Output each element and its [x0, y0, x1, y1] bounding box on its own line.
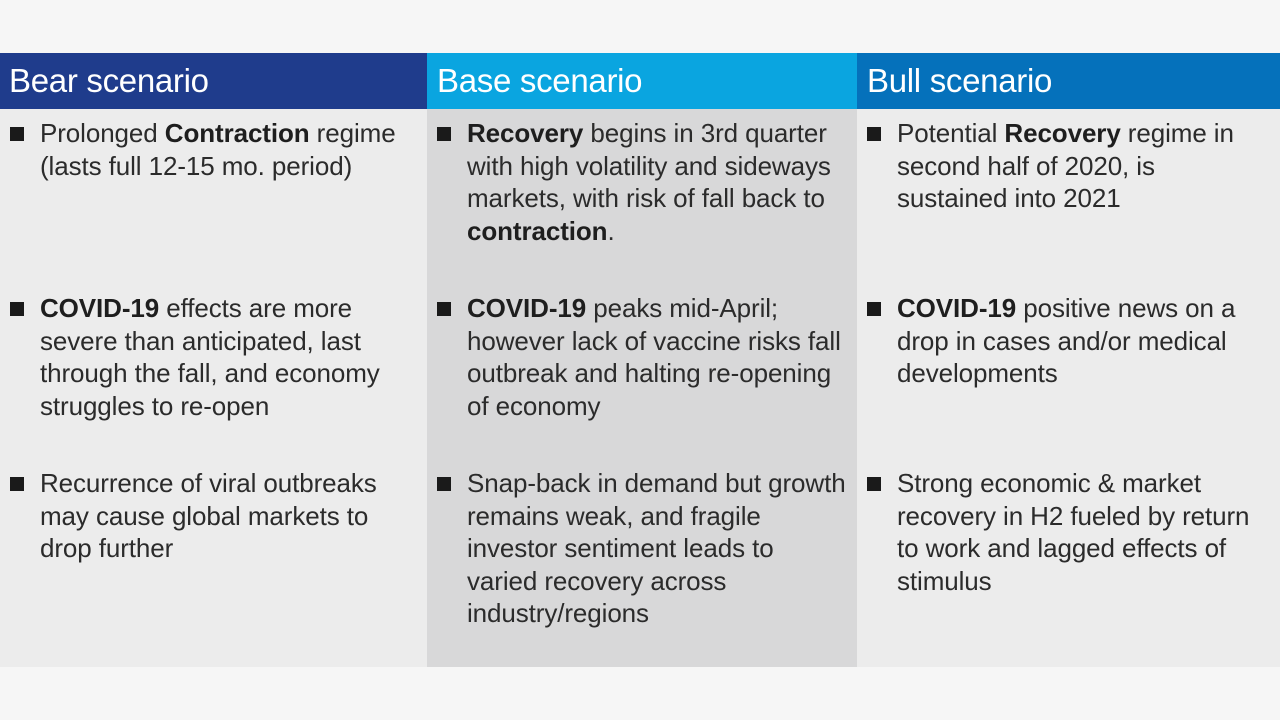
bullet-text: Recovery begins in 3rd quarter with high…	[467, 118, 831, 246]
bullet-square-icon	[437, 477, 451, 491]
bullet-text: COVID-19 peaks mid-April; however lack o…	[467, 293, 841, 421]
bullet-square-icon	[867, 477, 881, 491]
bull-header: Bull scenario	[857, 53, 1280, 109]
bullet-item: Potential Recovery regime in second half…	[857, 117, 1280, 215]
bullet-square-icon	[867, 127, 881, 141]
bullet-text: COVID-19 positive news on a drop in case…	[897, 293, 1236, 388]
bullet-text: Strong economic & market recovery in H2 …	[897, 468, 1250, 596]
bullet-text: Recurrence of viral outbreaks may cause …	[40, 468, 377, 563]
base-column: Base scenario Recovery begins in 3rd qua…	[427, 53, 857, 667]
base-bullets: Recovery begins in 3rd quarter with high…	[427, 109, 857, 667]
bullet-square-icon	[867, 302, 881, 316]
bear-header: Bear scenario	[0, 53, 427, 109]
bullet-square-icon	[10, 477, 24, 491]
bullet-item: Recurrence of viral outbreaks may cause …	[0, 467, 427, 565]
bullet-square-icon	[10, 127, 24, 141]
bullet-item: Strong economic & market recovery in H2 …	[857, 467, 1280, 597]
bullet-item: COVID-19 effects are more severe than an…	[0, 292, 427, 422]
bullet-text: Prolonged Contraction regime (lasts full…	[40, 118, 396, 181]
bullet-item: Snap-back in demand but growth remains w…	[427, 467, 857, 630]
bullet-text: Snap-back in demand but growth remains w…	[467, 468, 846, 628]
bear-column: Bear scenario Prolonged Contraction regi…	[0, 53, 427, 667]
bullet-text: COVID-19 effects are more severe than an…	[40, 293, 380, 421]
bullet-square-icon	[10, 302, 24, 316]
base-header: Base scenario	[427, 53, 857, 109]
bullet-square-icon	[437, 302, 451, 316]
bullet-square-icon	[437, 127, 451, 141]
bullet-item: COVID-19 positive news on a drop in case…	[857, 292, 1280, 390]
bull-bullets: Potential Recovery regime in second half…	[857, 109, 1280, 667]
bull-column: Bull scenario Potential Recovery regime …	[857, 53, 1280, 667]
bullet-item: COVID-19 peaks mid-April; however lack o…	[427, 292, 857, 422]
bullet-item: Recovery begins in 3rd quarter with high…	[427, 117, 857, 247]
scenario-table: Bear scenario Prolonged Contraction regi…	[0, 53, 1280, 667]
bear-bullets: Prolonged Contraction regime (lasts full…	[0, 109, 427, 667]
bullet-text: Potential Recovery regime in second half…	[897, 118, 1234, 213]
bullet-item: Prolonged Contraction regime (lasts full…	[0, 117, 427, 182]
